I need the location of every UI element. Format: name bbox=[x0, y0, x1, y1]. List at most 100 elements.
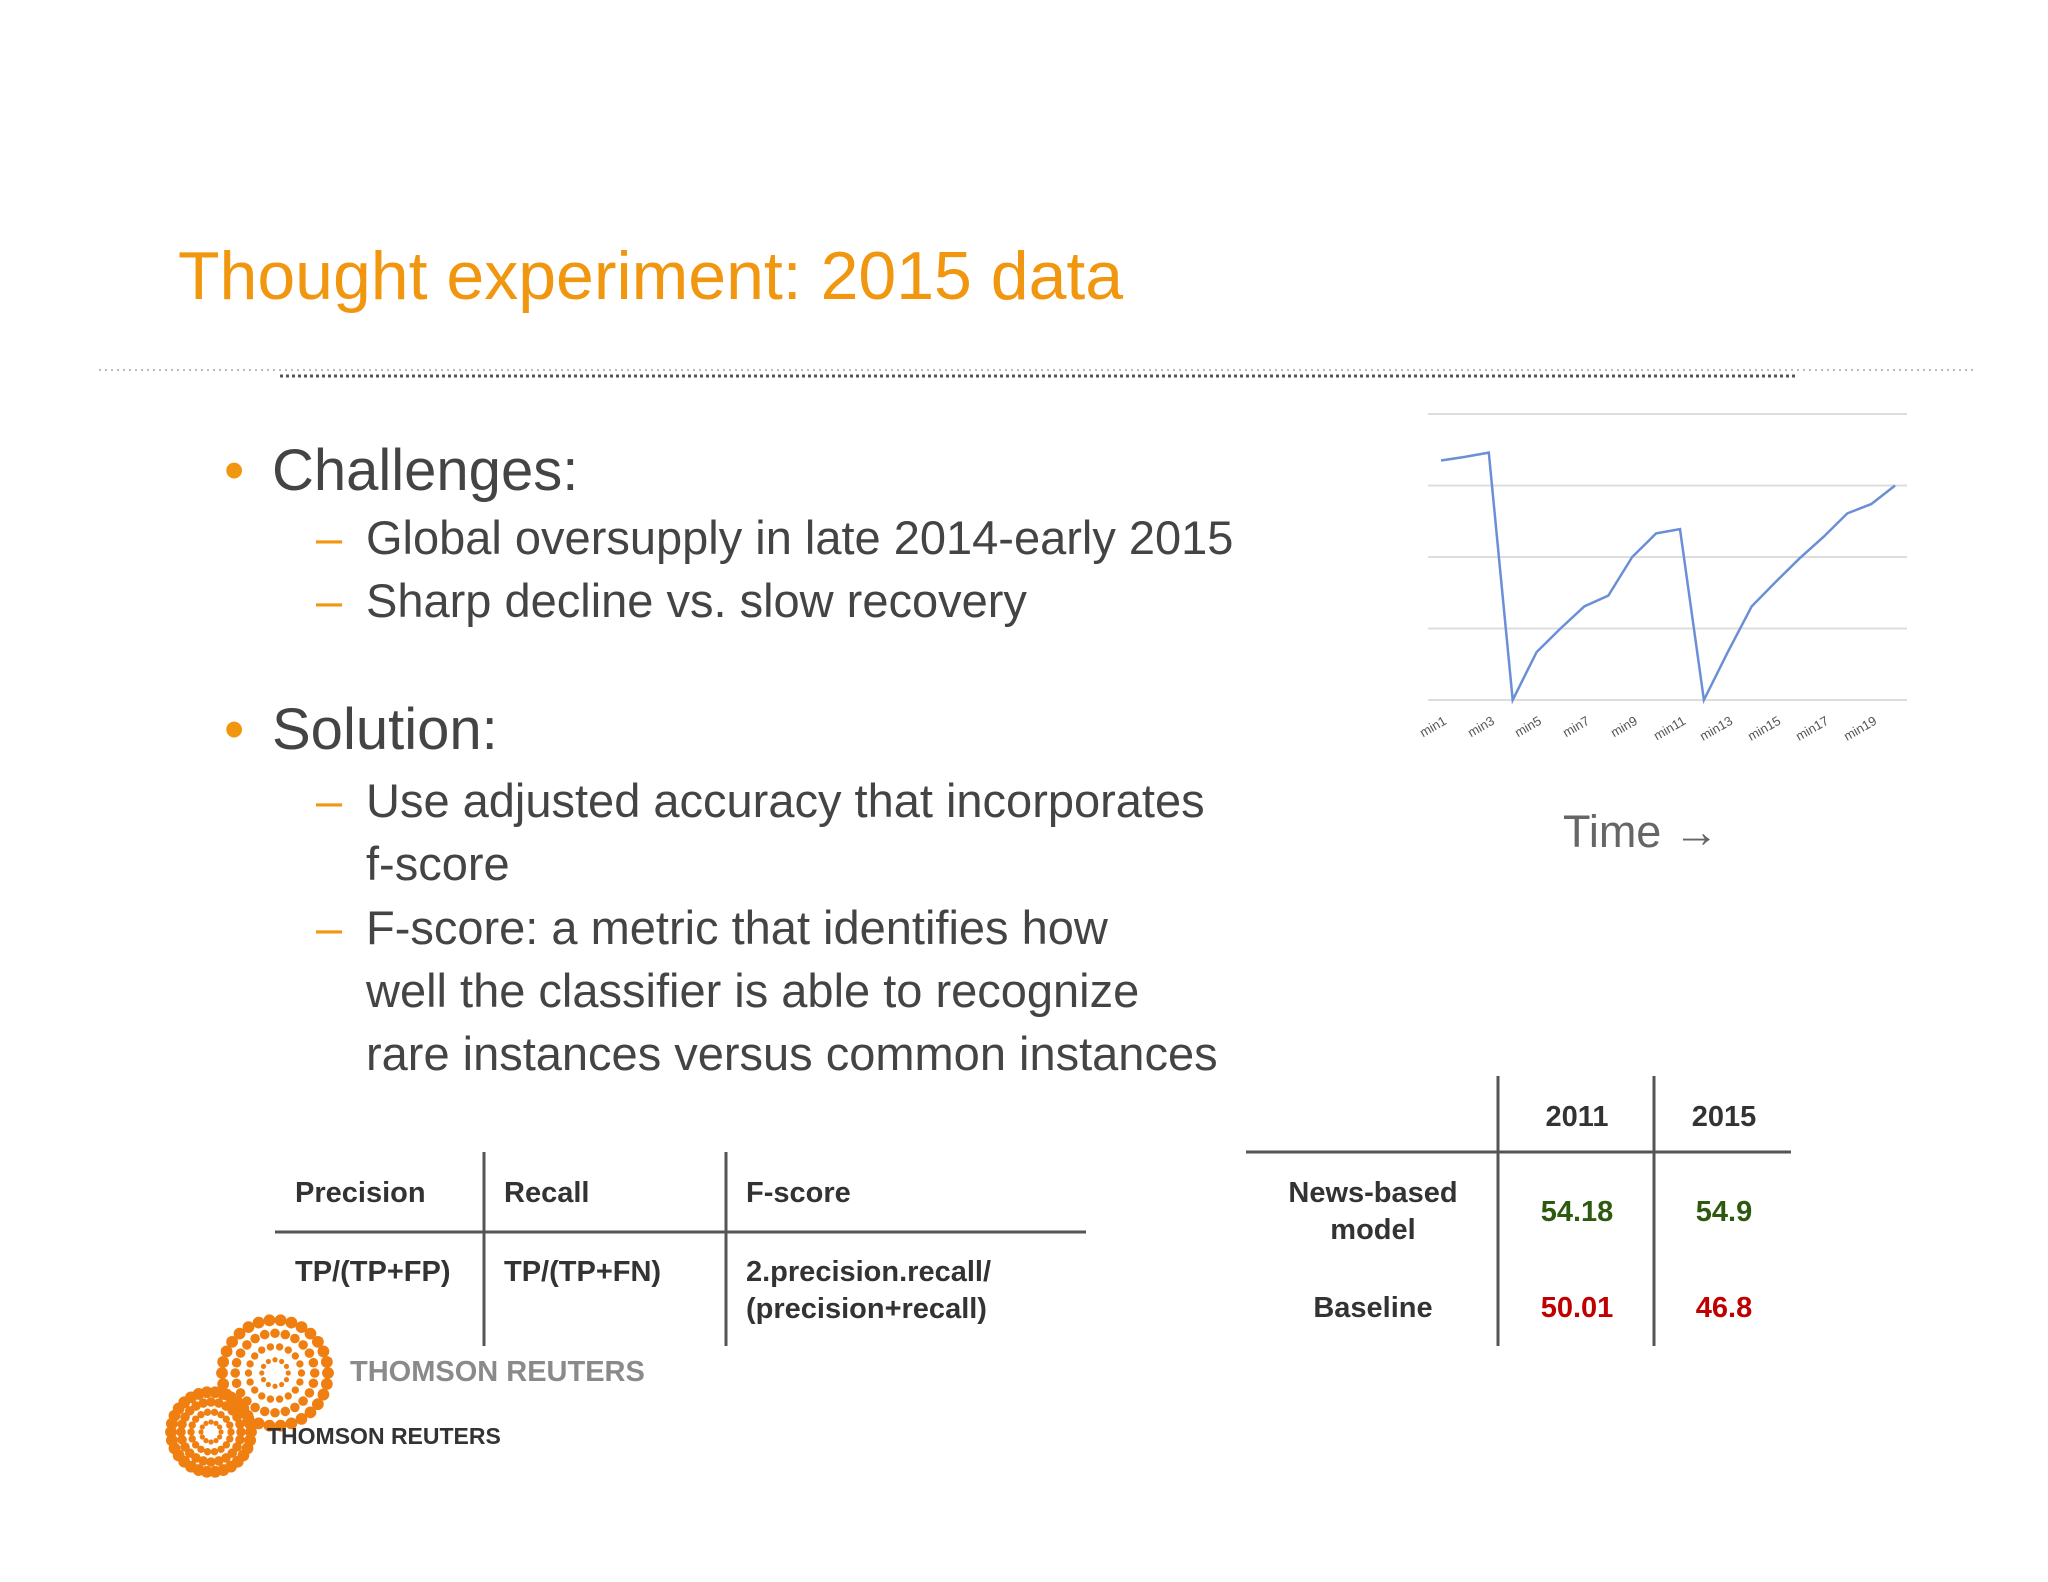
logo-dot bbox=[275, 1343, 284, 1351]
logo-dot bbox=[198, 1398, 209, 1408]
logo-dot bbox=[198, 1456, 209, 1466]
logo-dot bbox=[191, 1441, 200, 1449]
logo-dot bbox=[226, 1435, 234, 1443]
logo-dot bbox=[235, 1388, 246, 1398]
logo-dot bbox=[242, 1321, 255, 1334]
logo-dot bbox=[221, 1453, 231, 1463]
table-cell: TP/(TP+FN) bbox=[504, 1256, 662, 1288]
logo-dot bbox=[283, 1377, 290, 1383]
logo-dot bbox=[274, 1314, 287, 1327]
table-cell: TP/(TP+FP) bbox=[295, 1256, 451, 1288]
sub-dash: – bbox=[316, 511, 343, 564]
logo-dot bbox=[290, 1333, 300, 1344]
logo-dot bbox=[322, 1367, 334, 1379]
logo-dot bbox=[311, 1335, 324, 1348]
logo-dot bbox=[187, 1428, 195, 1436]
logo-dot bbox=[304, 1388, 315, 1398]
logo-dot bbox=[263, 1419, 276, 1432]
logo-dot bbox=[230, 1368, 241, 1378]
logo-dot bbox=[210, 1447, 219, 1456]
sub-dash: – bbox=[316, 901, 343, 954]
logo-dot bbox=[200, 1386, 213, 1399]
logo-dot bbox=[284, 1346, 292, 1354]
logo-dot bbox=[227, 1428, 235, 1436]
bullet-text: Solution: bbox=[272, 697, 498, 762]
table-value: 54.18 bbox=[1540, 1195, 1614, 1228]
logo-dot bbox=[246, 1360, 254, 1368]
logo-dot bbox=[309, 1368, 320, 1378]
logo-dot bbox=[199, 1424, 205, 1430]
logo-dot bbox=[176, 1427, 186, 1437]
logo-dot bbox=[258, 1346, 266, 1354]
logo-dot bbox=[177, 1434, 187, 1445]
logo-dot bbox=[263, 1314, 276, 1327]
logo-dot bbox=[311, 1398, 324, 1411]
logo-dot bbox=[217, 1356, 230, 1368]
logo-dot bbox=[203, 1420, 209, 1426]
logo-dot bbox=[250, 1402, 260, 1413]
logo-dot bbox=[296, 1378, 304, 1386]
logo-dot bbox=[222, 1415, 231, 1423]
logo-dot bbox=[226, 1421, 234, 1429]
logo-dot bbox=[317, 1388, 330, 1401]
x-axis-label: Time → bbox=[1563, 806, 1719, 857]
logo-dot bbox=[266, 1343, 275, 1351]
logo-dot bbox=[252, 1316, 265, 1329]
logo-dot bbox=[290, 1402, 300, 1413]
logo-dot bbox=[191, 1415, 200, 1423]
logo-dot bbox=[259, 1406, 270, 1417]
logo-dot bbox=[270, 1407, 280, 1418]
logo-dot bbox=[279, 1358, 285, 1365]
logo-dot bbox=[242, 1340, 252, 1350]
logo-dot bbox=[235, 1419, 245, 1430]
logo-dot bbox=[217, 1434, 223, 1440]
logo-dot bbox=[220, 1345, 233, 1358]
logo-dot bbox=[250, 1386, 259, 1394]
logo-dot bbox=[191, 1401, 201, 1411]
logo-dot bbox=[285, 1316, 298, 1329]
logo-dot bbox=[259, 1329, 270, 1340]
logo-dot bbox=[210, 1408, 219, 1417]
logo-dot bbox=[260, 1377, 267, 1383]
logo-text: THOMSON REUTERS bbox=[350, 1356, 645, 1388]
row-label: News-based model bbox=[1288, 1177, 1458, 1246]
logo-dot bbox=[308, 1378, 319, 1389]
logo-dot bbox=[206, 1397, 216, 1407]
table-header: 2015 bbox=[1691, 1101, 1757, 1133]
table-cell: 2.precision.recall/ (precision+recall) bbox=[746, 1256, 992, 1325]
logo-dot bbox=[304, 1327, 317, 1340]
logo-dot bbox=[304, 1348, 315, 1358]
logo-dot bbox=[265, 1358, 271, 1365]
logo-dot bbox=[270, 1328, 280, 1339]
logo-dot bbox=[213, 1456, 224, 1466]
sub-bullet-text: Use adjusted accuracy that incorporates … bbox=[366, 774, 1205, 890]
sub-bullet-text: Global oversupply in late 2014-early 201… bbox=[366, 511, 1234, 564]
logo-dot bbox=[209, 1465, 222, 1478]
logo-dot bbox=[272, 1383, 278, 1389]
logo-dot bbox=[217, 1378, 230, 1390]
logo-dot bbox=[203, 1408, 212, 1417]
table-header: 2011 bbox=[1545, 1101, 1609, 1133]
slide-title: Thought experiment: 2015 data bbox=[178, 238, 1124, 314]
logo-dot bbox=[258, 1392, 266, 1400]
logo-dot bbox=[291, 1386, 300, 1394]
logo-dot bbox=[297, 1369, 306, 1377]
logo-dot bbox=[320, 1378, 333, 1390]
logo-dot bbox=[266, 1395, 275, 1403]
logo-dot bbox=[217, 1445, 225, 1454]
logo-dot bbox=[235, 1348, 246, 1358]
logo-dot bbox=[235, 1434, 245, 1445]
logo-dot bbox=[177, 1419, 187, 1430]
logo-dot bbox=[296, 1360, 304, 1368]
logo-dot bbox=[283, 1363, 290, 1369]
sub-bullet-text: Sharp decline vs. slow recovery bbox=[366, 574, 1027, 627]
logo-dot bbox=[231, 1357, 242, 1368]
logo-dot bbox=[320, 1356, 333, 1368]
logo-dot bbox=[246, 1378, 254, 1386]
logo-dot bbox=[197, 1445, 205, 1454]
logo-dot bbox=[208, 1439, 214, 1445]
logo-dot bbox=[275, 1395, 284, 1403]
logo-dot bbox=[206, 1457, 216, 1467]
